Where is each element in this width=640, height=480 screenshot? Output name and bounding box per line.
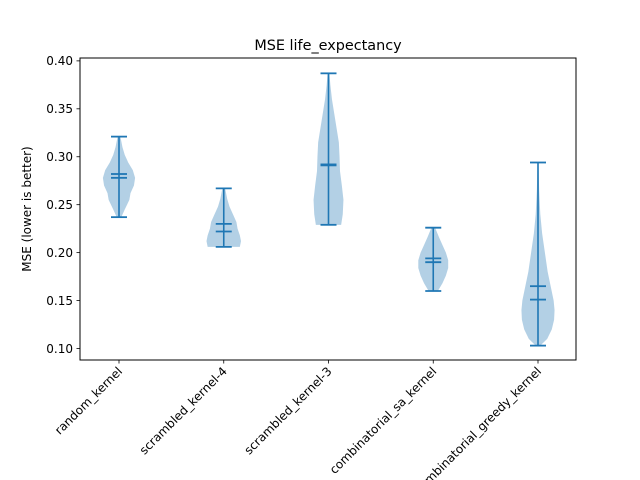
- violins-layer: [102, 72, 555, 347]
- y-tick-label: 0.15: [46, 294, 73, 308]
- y-tick-label: 0.40: [46, 54, 73, 68]
- plot-frame: [79, 57, 577, 361]
- y-axis-label: MSE (lower is better): [20, 146, 34, 271]
- x-tick-label: random_kernel: [52, 364, 125, 437]
- y-tick-label: 0.25: [46, 198, 73, 212]
- y-tick-label: 0.10: [46, 342, 73, 356]
- x-tick-label: combinatorial_sa_kernel: [327, 364, 440, 477]
- y-tick-label: 0.35: [46, 102, 73, 116]
- y-tick-label: 0.30: [46, 150, 73, 164]
- chart-title: MSE life_expectancy: [254, 38, 402, 54]
- x-tick-label: scrambled_kernel-3: [241, 364, 334, 457]
- x-axis: random_kernel scrambled_kernel-4 scrambled…: [52, 360, 544, 480]
- x-tick-label: scrambled_kernel-4: [137, 364, 230, 457]
- y-tick-label: 0.20: [46, 246, 73, 260]
- y-axis: 0.10 0.15 0.20 0.25 0.30 0.35 0.40: [46, 54, 80, 356]
